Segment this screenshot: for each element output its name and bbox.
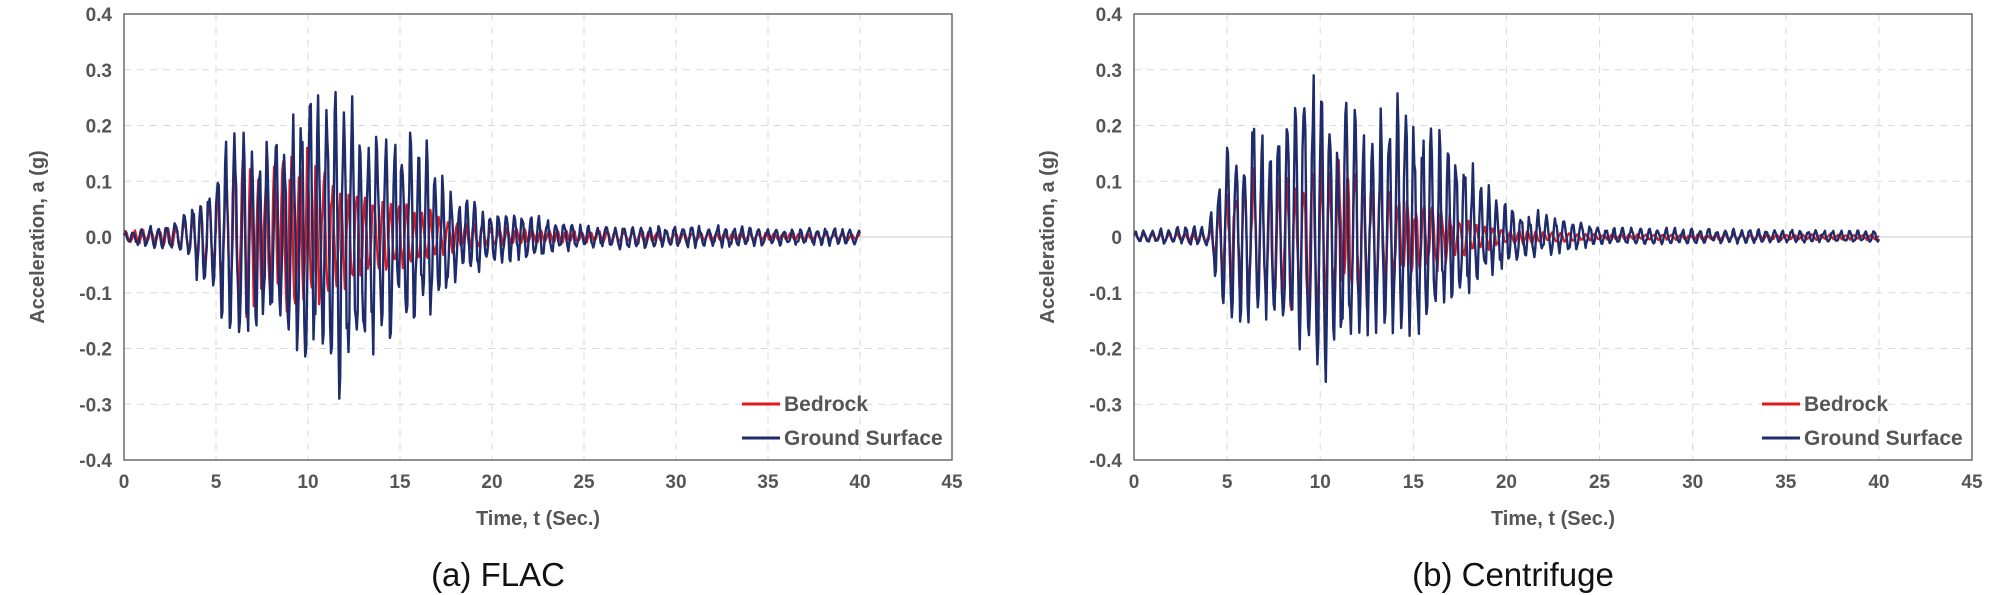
x-tick-label: 5 [1222,472,1233,493]
x-tick-label: 5 [211,472,222,493]
x-tick-label: 15 [1403,472,1425,493]
y-tick-label: 0.4 [86,5,113,26]
y-tick-label: -0.2 [79,340,112,361]
y-tick-label: 0.4 [1096,5,1123,26]
x-tick-label: 35 [1775,472,1797,493]
x-tick-label: 25 [1589,472,1611,493]
x-tick-label: 45 [1961,472,1983,493]
x-tick-label: 25 [573,472,595,493]
y-tick-label: -0.3 [1089,395,1122,416]
y-tick-label: 0.2 [1096,117,1122,138]
chart-centrifuge: 0 5 10 15 20 25 30 35 40 45 0.4 0.3 0.2 0.1 0 -0.1 -0.2… [1037,5,1983,593]
plot-frame [123,13,953,461]
legend-label-bedrock: Bedrock [784,393,868,416]
y-tick-label: 0 [1111,228,1122,249]
x-tick-label: 30 [1682,472,1703,493]
x-tick-label: 10 [297,472,318,493]
y-tick-label: 0.2 [86,117,112,138]
y-tick-label: 0.3 [1096,61,1122,82]
legend-label-bedrock: Bedrock [1804,393,1888,416]
y-tick-label: 0.3 [86,61,112,82]
x-tick-label: 10 [1310,472,1331,493]
y-tick-label: -0.1 [79,284,112,305]
x-tick-label: 20 [481,472,502,493]
y-tick-label: -0.4 [79,451,112,472]
y-tick-label: -0.2 [1089,340,1122,361]
chart-caption: (b) Centrifuge [1412,556,1614,593]
x-tick-label: 0 [1129,472,1140,493]
y-tick-label: -0.3 [79,395,112,416]
x-axis-label: Time, t (Sec.) [476,508,600,530]
x-axis-label: Time, t (Sec.) [1491,508,1615,530]
y-axis-label: Acceleration, a (g) [27,150,49,323]
chart-caption: (a) FLAC [431,556,565,593]
x-tick-label: 0 [119,472,130,493]
chart-flac: 0 5 10 15 20 25 30 35 40 45 0.4 0.3 0.2 0.1 0.0 -0.1 -0… [27,5,963,593]
y-axis-label: Acceleration, a (g) [1037,150,1059,323]
x-tick-label: 20 [1496,472,1517,493]
series-ground-surface [1132,74,1881,384]
y-tick-label: -0.4 [1089,451,1122,472]
x-tick-label: 35 [757,472,779,493]
x-tick-label: 45 [941,472,963,493]
x-tick-label: 30 [665,472,686,493]
legend: Bedrock Ground Surface [1762,393,1963,450]
x-tick-label: 40 [849,472,870,493]
plot-frame [1133,13,1973,461]
legend-label-ground-surface: Ground Surface [784,427,943,450]
y-tick-label: 0.1 [1096,172,1123,193]
legend-label-ground-surface: Ground Surface [1804,427,1963,450]
y-tick-label: 0.0 [86,228,112,249]
legend: Bedrock Ground Surface [742,393,943,450]
y-tick-label: 0.1 [86,172,113,193]
x-tick-label: 15 [389,472,411,493]
y-tick-label: -0.1 [1089,284,1122,305]
series-ground-surface [122,90,862,400]
x-tick-label: 40 [1868,472,1889,493]
